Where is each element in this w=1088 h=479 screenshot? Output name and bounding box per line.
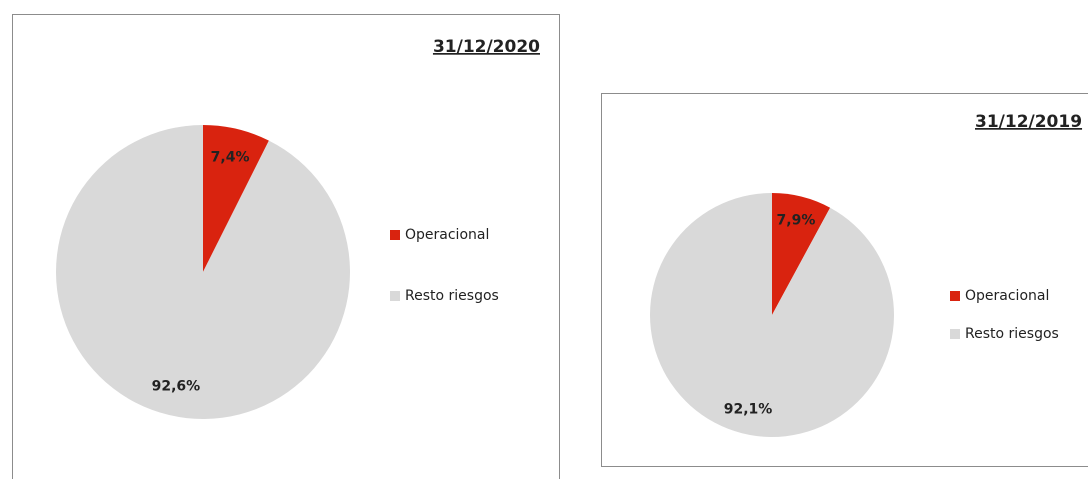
legend-label: Resto riesgos — [965, 326, 1059, 342]
pie-slice — [55, 125, 350, 419]
data-label: 7,9% — [777, 212, 816, 228]
data-label: 92,6% — [152, 378, 201, 394]
legend-swatch — [390, 230, 400, 240]
legend-label: Resto riesgos — [405, 288, 499, 304]
data-label: 92,1% — [724, 402, 773, 418]
legend-label: Operacional — [405, 227, 489, 243]
pie-chart: 31/12/2020 7,4% 92,6% Operacional Resto ries… — [12, 14, 560, 479]
pie-chart: 31/12/2019 7,9% 92,1% Operacional Resto ries… — [601, 93, 1088, 467]
legend-swatch — [390, 291, 400, 301]
legend-swatch — [950, 291, 960, 301]
pie-slice — [203, 125, 269, 272]
chart-title: 31/12/2020 — [433, 37, 540, 57]
pie-slice — [772, 193, 831, 315]
chart-title: 31/12/2019 — [975, 112, 1082, 132]
pie-slice — [649, 193, 894, 437]
legend-label: Operacional — [965, 288, 1049, 304]
data-label: 7,4% — [211, 150, 250, 166]
legend-swatch — [950, 329, 960, 339]
